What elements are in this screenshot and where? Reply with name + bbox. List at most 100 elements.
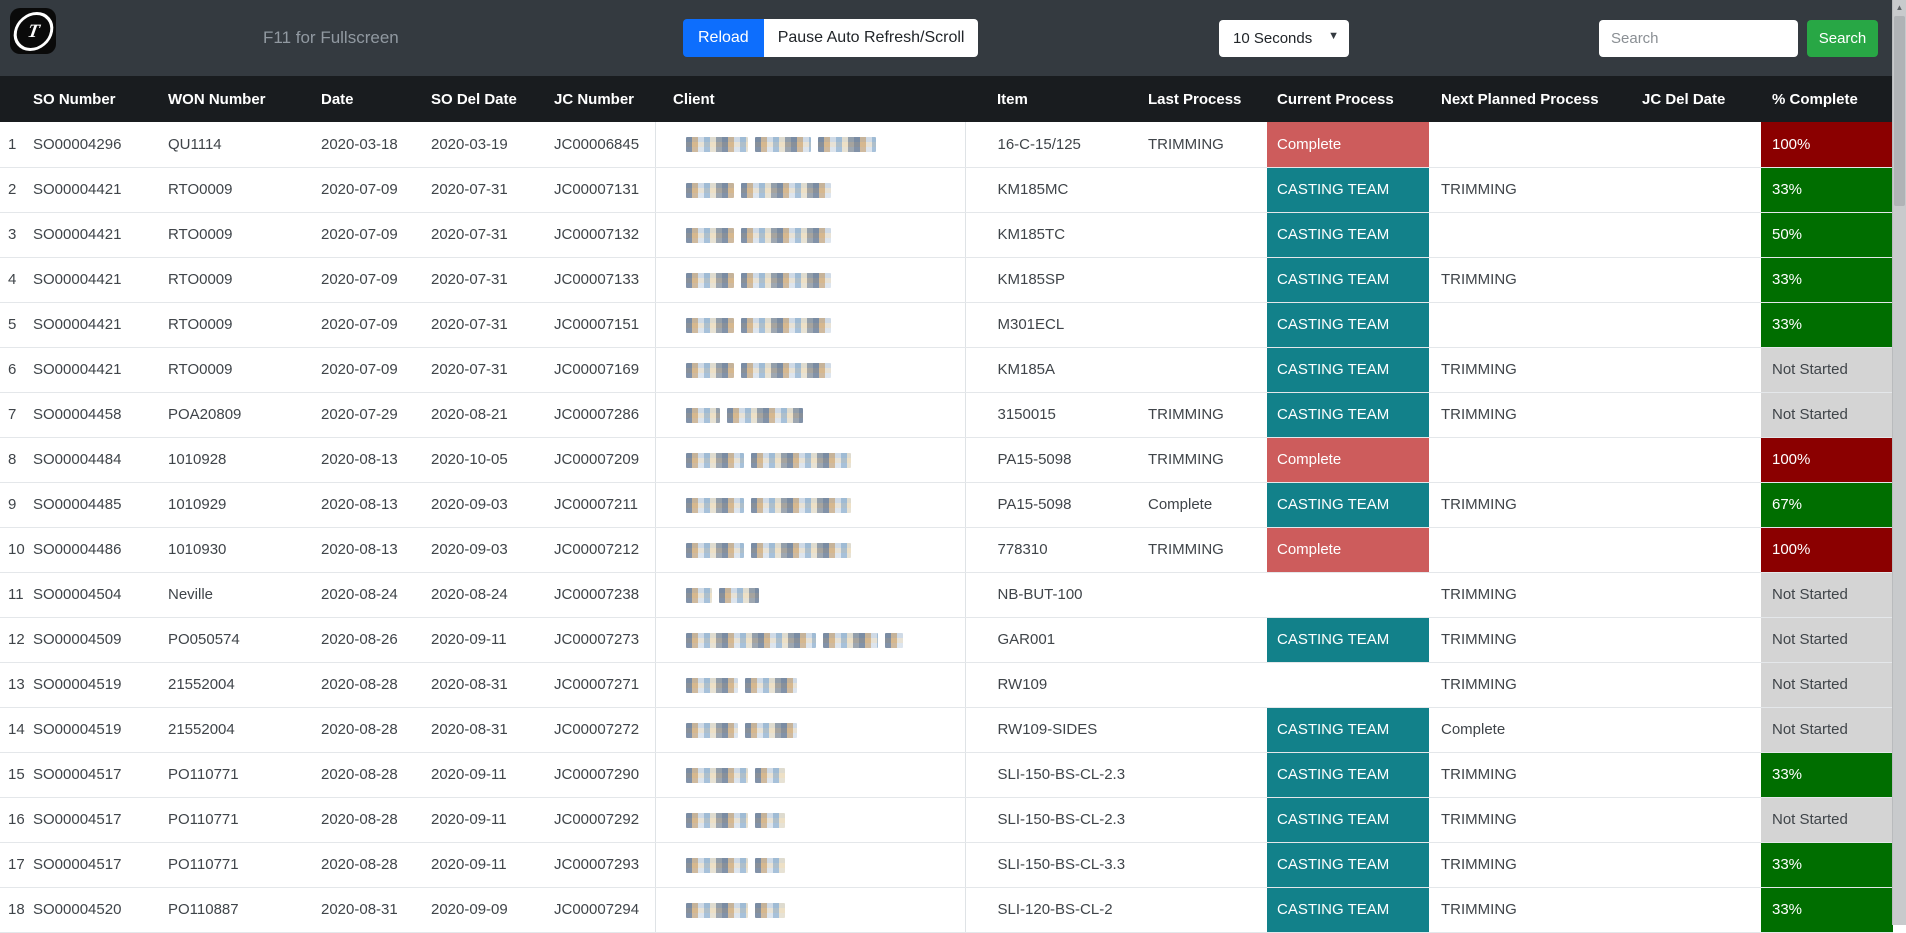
pct-complete-cell: 33% <box>1761 842 1893 888</box>
so-number-cell: SO00004421 <box>27 212 162 258</box>
item-cell: KM185MC <box>965 167 1142 213</box>
next-planned-cell: TRIMMING <box>1429 572 1630 618</box>
jc-number-cell: JC00007151 <box>548 302 655 348</box>
won-number-cell: 1010928 <box>162 437 315 483</box>
jc-number-cell: JC00007212 <box>548 527 655 573</box>
pct-complete-cell: 100% <box>1761 122 1893 168</box>
col-next-planned-header: Next Planned Process <box>1429 76 1630 122</box>
client-cell <box>654 302 966 348</box>
row-number: 16 <box>0 797 27 843</box>
won-number-cell: RTO0009 <box>162 167 315 213</box>
jc-number-cell: JC00007293 <box>548 842 655 888</box>
so-number-cell: SO00004421 <box>27 167 162 213</box>
jc-number-cell: JC00007238 <box>548 572 655 618</box>
client-cell <box>654 887 966 933</box>
current-process-cell <box>1267 662 1429 708</box>
client-cell <box>654 437 966 483</box>
row-number: 12 <box>0 617 27 663</box>
next-planned-cell: TRIMMING <box>1429 347 1630 393</box>
item-cell: NB-BUT-100 <box>965 572 1142 618</box>
won-number-cell: PO110771 <box>162 842 315 888</box>
vertical-scrollbar[interactable]: ▲ <box>1892 0 1906 925</box>
so-del-date-cell: 2020-09-11 <box>425 752 548 798</box>
search-button[interactable]: Search <box>1807 20 1878 57</box>
so-number-cell: SO00004520 <box>27 887 162 933</box>
row-number: 14 <box>0 707 27 753</box>
col-current-process-header: Current Process <box>1267 76 1429 122</box>
item-cell: 16-C-15/125 <box>965 122 1142 168</box>
so-del-date-cell: 2020-07-31 <box>425 167 548 213</box>
pct-complete-cell: 33% <box>1761 167 1893 213</box>
client-redacted-text <box>685 452 744 468</box>
next-planned-cell <box>1429 122 1630 168</box>
pct-complete-cell: Not Started <box>1761 707 1893 753</box>
jc-number-cell: JC00007169 <box>548 347 655 393</box>
current-process-cell: CASTING TEAM <box>1267 617 1429 663</box>
jc-number-cell: JC00007131 <box>548 167 655 213</box>
date-cell: 2020-08-24 <box>315 572 425 618</box>
client-redacted-text <box>750 497 851 513</box>
client-redacted-text <box>685 407 720 423</box>
col-won-number-header: WON Number <box>162 76 315 122</box>
next-planned-cell: TRIMMING <box>1429 617 1630 663</box>
current-process-cell: Complete <box>1267 122 1429 168</box>
col-so-del-date-header: SO Del Date <box>425 76 548 122</box>
refresh-interval-select[interactable]: 10 Seconds <box>1219 20 1349 57</box>
won-number-cell: PO110771 <box>162 797 315 843</box>
table-row: 13 SO00004519 21552004 2020-08-28 2020-08-31… <box>0 662 1893 708</box>
table-row: 3 SO00004421 RTO0009 2020-07-09 2020-07-31 JC… <box>0 212 1893 258</box>
reload-button[interactable]: Reload <box>683 19 764 57</box>
table-row: 8 SO00004484 1010928 2020-08-13 2020-10-05 JC… <box>0 437 1893 483</box>
won-number-cell: PO110771 <box>162 752 315 798</box>
col-date-header: Date <box>315 76 425 122</box>
last-process-cell <box>1142 707 1267 753</box>
current-process-cell: CASTING TEAM <box>1267 752 1429 798</box>
item-cell: RW109-SIDES <box>965 707 1142 753</box>
date-cell: 2020-08-13 <box>315 482 425 528</box>
client-redacted-text <box>685 362 734 378</box>
fullscreen-hint: F11 for Fullscreen <box>263 28 399 47</box>
pause-auto-refresh-button[interactable]: Pause Auto Refresh/Scroll <box>763 19 979 57</box>
row-number: 2 <box>0 167 27 213</box>
table-row: 18 SO00004520 PO110887 2020-08-31 2020-09-09… <box>0 887 1893 933</box>
jc-number-cell: JC00007133 <box>548 257 655 303</box>
won-number-cell: RTO0009 <box>162 347 315 393</box>
current-process-cell: CASTING TEAM <box>1267 392 1429 438</box>
client-cell <box>654 482 966 528</box>
client-cell <box>654 662 966 708</box>
so-del-date-cell: 2020-09-11 <box>425 617 548 663</box>
col-jc-number-header: JC Number <box>548 76 655 122</box>
client-cell <box>654 752 966 798</box>
jc-del-date-cell <box>1630 392 1761 438</box>
client-redacted-text <box>685 902 748 918</box>
last-process-cell: TRIMMING <box>1142 437 1267 483</box>
scroll-up-icon[interactable]: ▲ <box>1895 3 1904 12</box>
item-cell: SLI-150-BS-CL-2.3 <box>965 752 1142 798</box>
row-number: 18 <box>0 887 27 933</box>
client-redacted-text <box>740 272 831 288</box>
client-cell <box>654 122 966 168</box>
client-cell <box>654 167 966 213</box>
jc-number-cell: JC00007294 <box>548 887 655 933</box>
row-number: 8 <box>0 437 27 483</box>
client-redacted-text <box>718 587 759 603</box>
jc-number-cell: JC00007273 <box>548 617 655 663</box>
item-cell: M301ECL <box>965 302 1142 348</box>
client-redacted-text <box>822 632 878 648</box>
next-planned-cell: TRIMMING <box>1429 887 1630 933</box>
table-row: 11 SO00004504 Neville 2020-08-24 2020-08-24 J… <box>0 572 1893 618</box>
col-item-header: Item <box>965 76 1142 122</box>
so-number-cell: SO00004421 <box>27 347 162 393</box>
current-process-cell: CASTING TEAM <box>1267 212 1429 258</box>
scrollbar-thumb[interactable] <box>1894 16 1905 206</box>
client-redacted-text <box>685 677 738 693</box>
row-number: 1 <box>0 122 27 168</box>
row-number: 5 <box>0 302 27 348</box>
current-process-cell: CASTING TEAM <box>1267 167 1429 213</box>
pct-complete-cell: 67% <box>1761 482 1893 528</box>
pct-complete-cell: 33% <box>1761 257 1893 303</box>
table-body: 1 SO00004296 QU1114 2020-03-18 2020-03-19 JC0… <box>0 122 1893 933</box>
client-redacted-text <box>750 452 851 468</box>
search-input[interactable] <box>1599 20 1798 57</box>
so-number-cell: SO00004519 <box>27 707 162 753</box>
